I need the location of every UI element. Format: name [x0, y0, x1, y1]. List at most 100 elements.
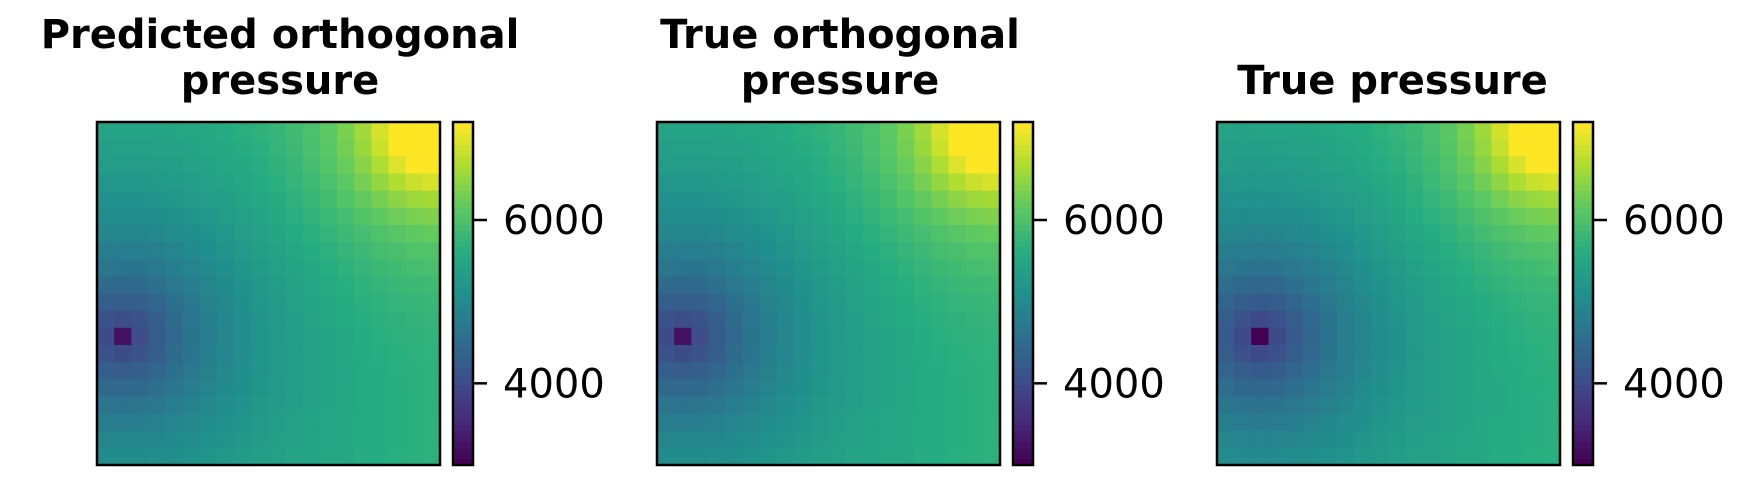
heatmap-cell	[1422, 430, 1441, 449]
heatmap-cell	[1354, 362, 1372, 380]
heatmap-cell	[268, 396, 287, 415]
heatmap-cell	[371, 259, 390, 277]
heatmap-cell	[217, 327, 235, 346]
heatmap-cell	[1439, 122, 1458, 140]
colorbar-segment	[1573, 453, 1593, 461]
colorbar-segment	[1573, 304, 1593, 312]
heatmap-cell	[1457, 276, 1475, 295]
heatmap-cell	[251, 344, 270, 363]
heatmap-cell	[674, 344, 692, 363]
heatmap-cell	[199, 190, 218, 209]
heatmap-cell	[674, 362, 692, 380]
heatmap-cell	[148, 379, 167, 397]
heatmap-cell	[371, 156, 390, 175]
heatmap-cell	[759, 276, 778, 295]
heatmap-cell	[1388, 310, 1407, 329]
heatmap-cell	[251, 413, 270, 432]
heatmap-cell	[1268, 362, 1287, 380]
heatmap-cell	[388, 207, 407, 226]
heatmap-cell	[1388, 362, 1407, 380]
colorbar-segment	[1013, 282, 1033, 289]
heatmap-cell	[982, 362, 1001, 380]
heatmap-cell	[217, 379, 235, 397]
heatmap-cell	[759, 396, 778, 415]
heatmap-cell	[1268, 242, 1287, 260]
heatmap-cell	[148, 139, 167, 157]
heatmap-cell	[234, 156, 252, 175]
heatmap-cell	[371, 242, 390, 260]
heatmap-cell	[1302, 413, 1321, 432]
heatmap-cell	[811, 242, 830, 260]
heatmap-cell	[897, 156, 915, 175]
heatmap-cell	[97, 173, 115, 192]
heatmap-cell	[388, 224, 407, 243]
colorbar-segment	[1573, 173, 1593, 180]
heatmap-cell	[691, 310, 710, 329]
heatmap-cell	[1388, 190, 1407, 209]
heatmap-cell	[1439, 259, 1458, 277]
heatmap-cell	[217, 190, 235, 209]
heatmap-cell	[931, 293, 950, 312]
heatmap-cell	[1251, 224, 1270, 243]
colorbar-segment	[1013, 259, 1033, 266]
heatmap-cell	[1234, 344, 1252, 363]
heatmap-cell	[742, 173, 761, 192]
heatmap-cell	[1491, 259, 1510, 277]
heatmap-cell	[708, 430, 727, 449]
heatmap-cell	[965, 396, 984, 415]
heatmap-cell	[1285, 310, 1304, 329]
heatmap-cell	[862, 276, 881, 295]
heatmap-cell	[1217, 139, 1235, 157]
heatmap-cell	[845, 122, 864, 140]
heatmap-cell	[1457, 259, 1475, 277]
heatmap-cell	[388, 430, 407, 449]
heatmap-cell	[1542, 362, 1561, 380]
heatmap-cell	[948, 362, 967, 380]
heatmap-cell	[1285, 293, 1304, 312]
heatmap-cell	[982, 379, 1001, 397]
heatmap-cell	[708, 122, 727, 140]
heatmap-cell	[811, 447, 830, 466]
colorbar-segment	[1573, 122, 1593, 129]
heatmap-cell	[1285, 396, 1304, 415]
heatmap-cell	[182, 242, 201, 260]
heatmap-cell	[1354, 447, 1372, 466]
heatmap-cell	[708, 413, 727, 432]
heatmap-cell	[1508, 139, 1527, 157]
heatmap-cell	[1491, 396, 1510, 415]
heatmap-cell	[897, 276, 915, 295]
heatmap-cell	[948, 396, 967, 415]
colorbar-segment	[1013, 367, 1033, 375]
heatmap-cell	[131, 259, 150, 277]
heatmap-cell	[1474, 276, 1492, 295]
heatmap-cell	[794, 242, 812, 260]
heatmap-cell	[1371, 430, 1390, 449]
heatmap-cell	[1319, 224, 1338, 243]
heatmap-cell	[148, 447, 167, 466]
heatmap-cell	[1439, 327, 1458, 346]
heatmap-cell	[931, 430, 950, 449]
colorbar-segment	[1573, 179, 1593, 186]
colorbar-segment	[453, 196, 473, 203]
heatmap-cell	[1302, 173, 1321, 192]
colorbar-segment	[453, 259, 473, 266]
heatmap-cell	[422, 310, 441, 329]
heatmap-cell	[777, 379, 795, 397]
heatmap-cell	[182, 156, 201, 175]
heatmap-cell	[862, 447, 881, 466]
heatmap-cell	[97, 276, 115, 295]
heatmap-cell	[182, 173, 201, 192]
heatmap-cell	[982, 207, 1001, 226]
heatmap-cell	[1525, 310, 1544, 329]
colorbar-segment	[1013, 167, 1033, 175]
heatmap-cell	[794, 190, 812, 209]
heatmap-cell	[1337, 190, 1355, 209]
colorbar-segment	[1573, 127, 1593, 135]
heatmap-cell	[794, 327, 812, 346]
colorbar-segment	[1013, 139, 1033, 146]
heatmap-cell	[1525, 207, 1544, 226]
colorbar-segment	[1013, 236, 1033, 243]
heatmap-cell	[405, 276, 424, 295]
colorbar-segment	[453, 122, 473, 129]
heatmap-cell	[657, 362, 675, 380]
